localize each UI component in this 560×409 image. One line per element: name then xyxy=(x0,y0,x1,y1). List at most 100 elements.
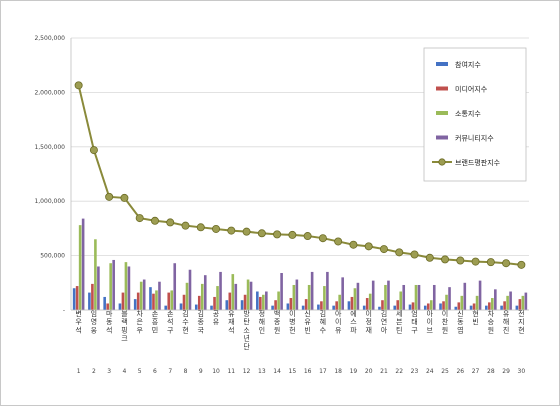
bar xyxy=(515,305,519,310)
bar xyxy=(381,300,384,310)
bar xyxy=(414,284,418,310)
bar xyxy=(335,301,338,310)
bar xyxy=(463,282,467,310)
line-point xyxy=(273,230,282,239)
line-point xyxy=(318,234,327,243)
x-rank-label: 29 xyxy=(502,368,510,375)
bar xyxy=(317,304,320,310)
bar xyxy=(509,291,512,310)
bar xyxy=(307,284,311,310)
bar xyxy=(152,293,155,310)
bar xyxy=(139,281,143,310)
x-rank-label: 12 xyxy=(243,368,251,375)
legend-swatch xyxy=(436,86,448,91)
x-rank-label: 4 xyxy=(123,368,127,375)
line-point xyxy=(486,258,495,267)
bar xyxy=(91,283,94,310)
bar xyxy=(500,305,503,310)
legend-label: 참여지수 xyxy=(455,60,481,69)
bar xyxy=(271,305,274,310)
x-rank-label: 23 xyxy=(411,368,419,375)
bar xyxy=(518,299,522,310)
legend-swatch xyxy=(436,62,448,66)
x-rank-label: 2 xyxy=(92,368,96,375)
bar xyxy=(332,305,335,310)
line-point xyxy=(395,248,404,257)
line-point xyxy=(502,259,511,268)
line-point xyxy=(74,81,83,90)
bar xyxy=(75,286,79,310)
legend-swatch xyxy=(436,111,448,115)
bar xyxy=(170,290,174,310)
line-point xyxy=(120,193,129,202)
bar xyxy=(347,301,351,310)
x-rank-label: 7 xyxy=(168,368,172,375)
bar xyxy=(262,294,265,310)
x-rank-label: 27 xyxy=(472,368,480,375)
bar xyxy=(225,300,229,310)
bar xyxy=(173,263,177,310)
x-rank-label: 1 xyxy=(77,368,81,375)
line-point xyxy=(517,260,526,269)
bar xyxy=(167,292,171,310)
bar xyxy=(228,292,232,310)
line-point xyxy=(410,250,419,259)
bar xyxy=(188,269,192,310)
bar xyxy=(478,280,482,310)
x-rank-label: 30 xyxy=(518,368,526,375)
y-axis: - 500,000 1,000,000 1,500,000 2,000,000 2,500… xyxy=(34,35,72,314)
x-rank-label: 26 xyxy=(456,368,464,375)
line-point xyxy=(425,253,434,262)
bar xyxy=(88,292,91,310)
bar xyxy=(72,288,76,310)
x-rank-label: 18 xyxy=(334,368,342,375)
line-point xyxy=(303,232,312,241)
bar xyxy=(265,291,268,310)
bar xyxy=(158,281,161,310)
line-point xyxy=(181,221,190,230)
bar xyxy=(182,294,186,310)
bar xyxy=(197,295,201,310)
legend-label: 미디어지수 xyxy=(455,85,488,94)
bar xyxy=(133,299,137,310)
bar xyxy=(97,266,100,310)
bar xyxy=(448,287,451,310)
bar xyxy=(341,277,344,310)
bar xyxy=(78,225,82,310)
bar xyxy=(155,290,158,310)
bar xyxy=(103,296,106,310)
line-point xyxy=(334,237,343,246)
line-point xyxy=(364,242,373,251)
bar xyxy=(256,291,259,310)
line-point xyxy=(135,214,144,223)
line-point xyxy=(212,224,221,233)
bar xyxy=(475,295,479,310)
bar xyxy=(371,280,375,310)
bar xyxy=(179,303,183,310)
bar xyxy=(304,299,308,310)
bar xyxy=(378,306,381,310)
bar xyxy=(326,271,329,310)
line-point xyxy=(166,218,175,227)
legend-label: 브랜드평판지수 xyxy=(455,158,501,167)
bar xyxy=(289,298,293,310)
x-rank-label: 13 xyxy=(258,368,266,375)
bar xyxy=(365,298,369,310)
bar xyxy=(442,301,445,310)
line-point xyxy=(349,240,358,249)
bar xyxy=(488,302,491,310)
line-point xyxy=(89,146,98,155)
bar xyxy=(185,282,189,310)
